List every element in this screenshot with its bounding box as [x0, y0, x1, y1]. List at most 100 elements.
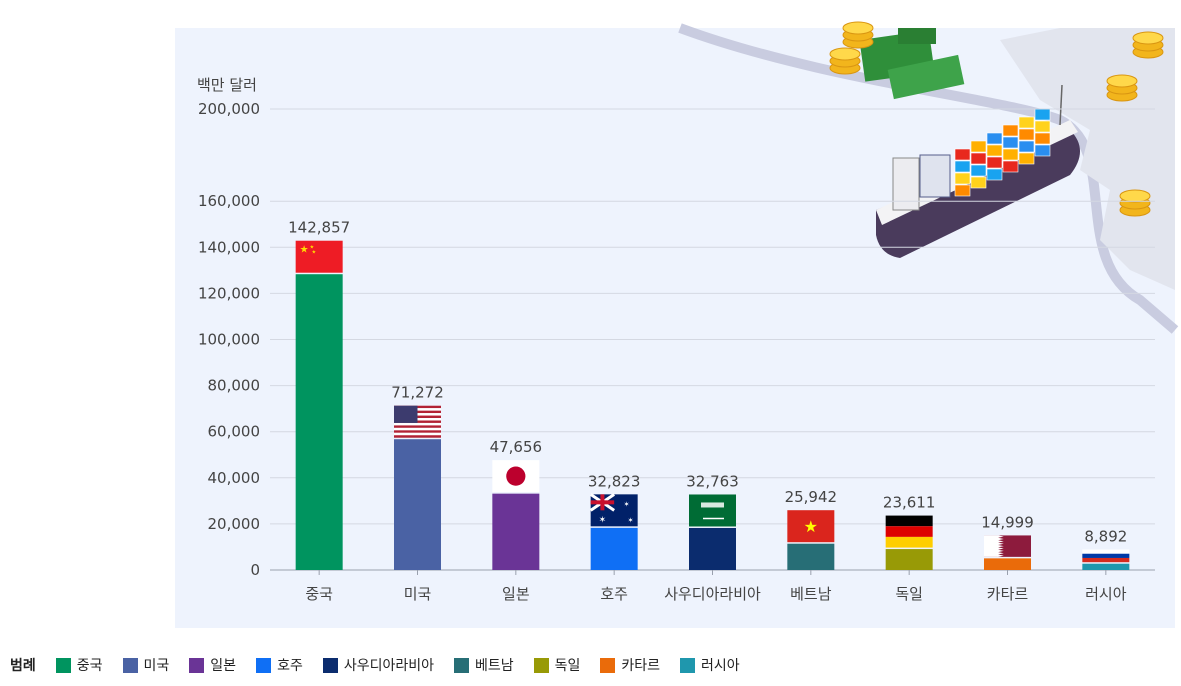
bar-5 [689, 527, 736, 570]
legend-label: 호주 [277, 658, 303, 674]
svg-text:✶: ✶ [628, 516, 634, 524]
data-label: 32,823 [588, 472, 641, 490]
bar-4 [590, 527, 638, 570]
data-label: 8,892 [1084, 528, 1127, 546]
chart-area: 백만 달러 0 20,000 40,000 60,000 80,000 100,000 120… [175, 21, 1179, 628]
cargo-container [970, 176, 987, 189]
svg-text:★: ★ [300, 245, 309, 256]
legend-label: 미국 [143, 658, 170, 674]
cargo-container [970, 164, 987, 177]
cargo-container [986, 132, 1003, 145]
legend-swatch [322, 657, 338, 673]
bar-8 [984, 558, 1031, 570]
legend-swatch [122, 657, 138, 673]
cargo-container [986, 144, 1003, 157]
ship-cabin [919, 154, 951, 198]
qatar-flag [984, 535, 1031, 557]
y-tick-label: 20,000 [208, 515, 261, 533]
cargo-container [954, 148, 971, 161]
legend-item: 호주 [256, 655, 303, 675]
data-label: 47,656 [490, 438, 543, 456]
legend-label: 중국 [76, 658, 103, 674]
data-label: 71,272 [391, 384, 444, 402]
usa-flag [394, 405, 441, 438]
legend-swatch [454, 657, 469, 673]
legend-items: 중국 미국 일본 호주 사우디아라비아 베트남 독일 카타르 러시아 [55, 655, 760, 675]
svg-text:✶: ✶ [624, 500, 630, 508]
legend-item: 일본 [189, 655, 236, 675]
coin-stack [1106, 74, 1138, 88]
coin-stack [842, 21, 874, 35]
y-tick-label: 60,000 [208, 423, 261, 441]
legend-label: 일본 [210, 658, 237, 674]
legend: 범례 중국 미국 일본 호주 사우디아라비아 베트남 독일 카타르 러시아 [10, 654, 760, 676]
y-tick-label: 160,000 [198, 192, 260, 210]
bar-1 [295, 274, 343, 570]
svg-text:★: ★ [310, 245, 315, 251]
legend-label: 카타르 [621, 658, 661, 674]
cargo-container [1034, 108, 1051, 121]
svg-text:★: ★ [804, 517, 818, 536]
saudi-arabia-flag [689, 494, 736, 527]
x-tick-label: 사우디아라비아 [664, 585, 761, 603]
coin-stack [829, 47, 861, 61]
svg-text:✶: ✶ [599, 515, 607, 525]
legend-swatch [600, 657, 616, 673]
bar-9 [1082, 563, 1130, 570]
x-tick-label: 중국 [305, 585, 333, 603]
ship-mast [1059, 84, 1063, 126]
x-tick-label: 호주 [600, 585, 628, 603]
australia-flag: ✶ ✶ ✶ [589, 493, 638, 527]
china-flag: ★ ★★ [295, 240, 343, 273]
data-label: 32,763 [686, 472, 739, 490]
cargo-container [986, 156, 1003, 169]
bar-3 [492, 493, 540, 570]
cargo-container [1018, 152, 1035, 165]
cargo-container [1018, 140, 1035, 153]
x-tick-label: 미국 [404, 585, 432, 603]
ship-bridge [892, 157, 920, 211]
data-label: 14,999 [981, 513, 1034, 531]
cargo-container [954, 160, 971, 173]
cargo-container [970, 140, 987, 153]
cargo-container [1018, 128, 1035, 141]
cargo-container [1002, 148, 1019, 161]
coin-stack [1132, 31, 1164, 45]
y-tick-label: 0 [250, 561, 260, 579]
cargo-container [1002, 124, 1019, 137]
data-label: 142,857 [288, 219, 350, 237]
money-stack [898, 28, 936, 44]
cargo-container [954, 184, 971, 197]
legend-swatch [533, 657, 549, 673]
legend-label: 사우디아라비아 [343, 658, 434, 674]
legend-label: 독일 [554, 658, 581, 674]
data-label: 23,611 [883, 494, 936, 512]
cargo-container [1018, 116, 1035, 129]
legend-item: 베트남 [454, 655, 514, 675]
germany-flag [885, 515, 933, 548]
cargo-container [1034, 120, 1051, 133]
japan-flag [492, 460, 540, 493]
legend-label: 베트남 [475, 658, 514, 674]
legend-swatch [55, 657, 71, 673]
y-tick-label: 40,000 [208, 469, 261, 487]
legend-swatch [680, 657, 696, 673]
legend-item: 러시아 [680, 655, 740, 675]
y-tick-label: 140,000 [198, 238, 260, 256]
x-tick-label: 일본 [502, 585, 530, 603]
legend-item: 사우디아라비아 [322, 655, 434, 675]
y-tick-label: 100,000 [198, 331, 260, 349]
cargo-container [954, 172, 971, 185]
cargo-container [986, 168, 1003, 181]
legend-item: 독일 [533, 655, 581, 675]
cargo-container [1034, 132, 1051, 145]
data-label: 25,942 [785, 488, 838, 506]
legend-swatch [189, 657, 205, 673]
bar-2 [394, 439, 441, 570]
cargo-container [1002, 160, 1019, 173]
legend-item: 미국 [122, 655, 170, 675]
svg-text:★: ★ [312, 250, 317, 256]
x-tick-label: 독일 [895, 585, 923, 603]
y-tick-label: 120,000 [198, 284, 260, 302]
cargo-container [970, 152, 987, 165]
